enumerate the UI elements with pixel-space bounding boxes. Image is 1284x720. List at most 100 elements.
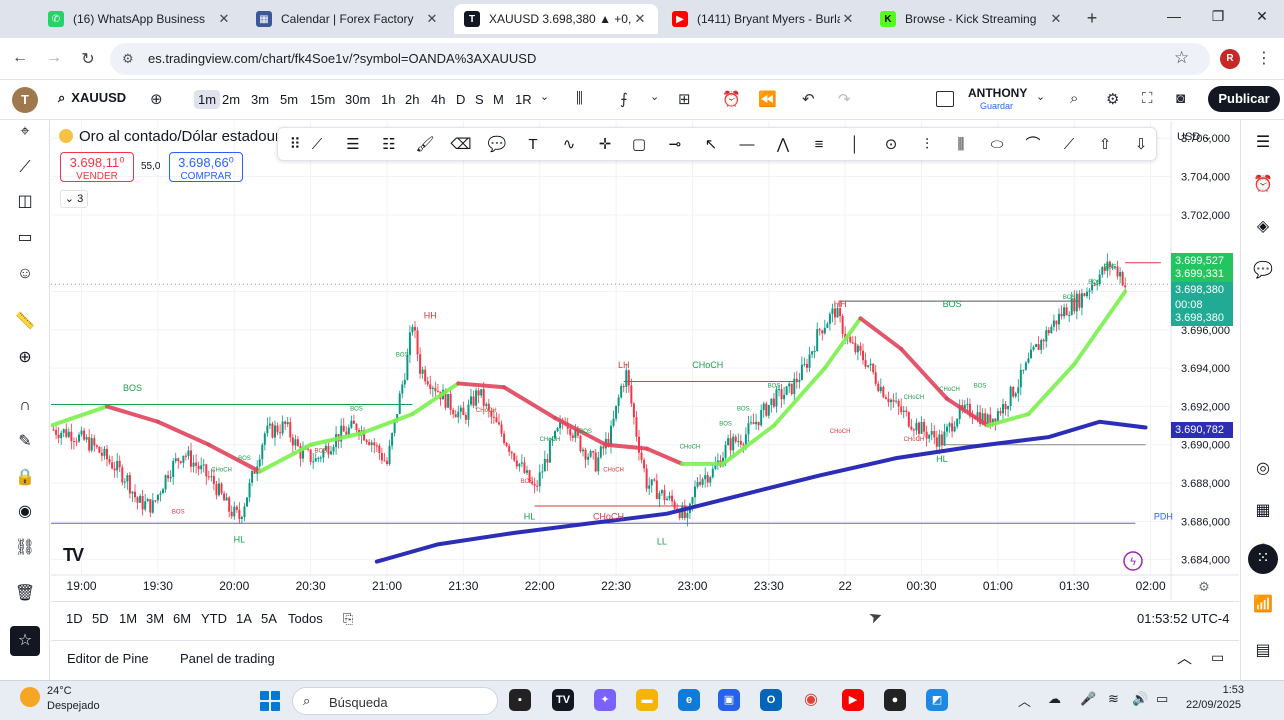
zoom-in-icon[interactable]: ⊕	[18, 349, 32, 366]
arrow-down-icon[interactable]: ⇩	[1134, 136, 1148, 153]
taskbar-time[interactable]: 1:53	[1222, 684, 1244, 696]
chrome-icon[interactable]: ◉	[800, 689, 822, 711]
file-explorer-icon[interactable]: ▬	[636, 689, 658, 711]
horizontal-line-icon[interactable]: —	[739, 136, 755, 153]
trend-line-icon[interactable]: ⟋	[19, 159, 31, 176]
timeframe-5m[interactable]: 5m	[280, 92, 299, 107]
tray-overflow-icon[interactable]: ︿	[1018, 694, 1032, 709]
chart-area[interactable]: BOS HH LH CHoCH HH BOS HL HL CHoCH LL HL PDH BOS CHoC…	[51, 121, 1239, 600]
date-range-picker-icon[interactable]: ⎘	[343, 611, 354, 626]
fib-retracement-icon[interactable]: ☰	[346, 136, 360, 153]
range-5a[interactable]: 5A	[261, 611, 277, 626]
wifi-icon[interactable]: ≋	[1108, 691, 1119, 706]
browser-menu-icon[interactable]: ⋮	[1256, 50, 1272, 67]
fib-extension-icon[interactable]: ☷	[382, 136, 396, 153]
pitchfork-icon[interactable]: ⫶	[925, 136, 929, 153]
maximize-panel-icon[interactable]: ▭	[1211, 649, 1225, 665]
redo-icon[interactable]: ↷	[838, 91, 851, 108]
brush-icon[interactable]: 🖌	[415, 136, 435, 153]
tradingview-app-icon[interactable]: TV	[552, 689, 574, 711]
volume-icon[interactable]: 🔊	[1132, 691, 1149, 706]
circle-icon[interactable]: ⊙	[884, 136, 898, 153]
watchlist-icon[interactable]: ☰	[1255, 134, 1271, 151]
forward-icon[interactable]: →	[46, 49, 62, 66]
sell-button[interactable]: 3.698,11⁰ VENDER	[60, 152, 134, 182]
callout-icon[interactable]: 💬	[487, 136, 507, 153]
chevron-up-icon[interactable]: ︿	[1177, 650, 1193, 667]
compare-symbol-icon[interactable]: ⊕	[150, 91, 163, 108]
store-icon[interactable]: ▣	[718, 689, 740, 711]
link-icon[interactable]: ⛓	[14, 539, 36, 556]
fullscreen-icon[interactable]: ⛶	[1142, 90, 1153, 107]
parallel-channel-icon[interactable]: ≡	[814, 136, 824, 153]
tab-forex-factory[interactable]: ▦ Calendar | Forex Factory ✕	[246, 4, 450, 34]
lock-drawing-icon[interactable]: ✎	[18, 433, 32, 450]
photos-icon[interactable]: ◩	[926, 689, 948, 711]
trend-line-icon[interactable]: ⟋	[311, 136, 323, 153]
pine-editor-tab[interactable]: Editor de Pine	[67, 651, 149, 666]
timeframe-2h[interactable]: 2h	[405, 92, 420, 107]
layers-icon[interactable]: ◈	[1256, 218, 1270, 235]
settings-icon[interactable]: ⚙	[1106, 91, 1120, 108]
battery-icon[interactable]: ▭	[1156, 691, 1169, 706]
tab-whatsapp[interactable]: ✆ (16) WhatsApp Business ✕	[38, 4, 242, 34]
eraser-icon[interactable]: ⌫	[450, 136, 472, 153]
microphone-icon[interactable]: 🎤	[1080, 691, 1097, 706]
url-text[interactable]: es.tradingview.com/chart/fk4Soe1v/?symbo…	[148, 51, 537, 66]
price-chart[interactable]: BOS HH LH CHoCH HH BOS HL HL CHoCH LL HL PDH BOS CHoC…	[51, 121, 1239, 600]
buy-button[interactable]: 3.698,66⁰ COMPRAR	[169, 152, 243, 182]
timeframe-30m[interactable]: 30m	[345, 92, 371, 107]
bar-style-icon[interactable]: ⫼	[576, 90, 583, 107]
reload-icon[interactable]: ↻	[81, 51, 95, 68]
tab-tradingview[interactable]: T XAUUSD 3.698,380 ▲ +0,36 ✕	[454, 4, 658, 34]
visibility-icon[interactable]: ◉	[18, 503, 32, 520]
task-view-icon[interactable]: ▪	[509, 689, 531, 711]
lock-icon[interactable]: 🔒	[15, 469, 35, 486]
symbol-search[interactable]: ⌕ XAUUSD	[58, 90, 126, 106]
text-note-icon[interactable]: ▭	[17, 229, 33, 246]
outlook-icon[interactable]: O	[760, 689, 782, 711]
close-icon[interactable]: ✕	[218, 11, 230, 26]
timeframe-M[interactable]: M	[493, 92, 504, 107]
edge-icon[interactable]: e	[678, 689, 700, 711]
magnet-icon[interactable]: ∩	[19, 397, 31, 414]
publish-button[interactable]: Publicar	[1208, 86, 1280, 112]
alert-icon[interactable]: ⏰	[722, 91, 741, 108]
pattern-icon[interactable]: ◫	[17, 193, 33, 210]
timeframe-1h[interactable]: 1h	[381, 92, 396, 107]
range-3m[interactable]: 3M	[146, 611, 165, 626]
ellipse-icon[interactable]: ⬭	[990, 136, 1004, 153]
utc-clock[interactable]: 01:53:52 UTC-4	[1137, 611, 1230, 626]
chat-icon[interactable]: 💬	[1253, 262, 1273, 279]
timeframe-4h[interactable]: 4h	[431, 92, 446, 107]
user-avatar[interactable]: T	[12, 87, 38, 113]
timeframe-1m[interactable]: 1m	[194, 90, 221, 109]
templates-icon[interactable]: ⊞	[678, 91, 691, 108]
minimize-icon[interactable]: —	[1167, 8, 1181, 24]
apps-grid-icon[interactable]: ⁙	[1248, 544, 1278, 574]
trash-icon[interactable]: 🗑	[14, 585, 36, 602]
indicators-icon[interactable]: ⨍	[620, 91, 628, 108]
obs-icon[interactable]: ●	[884, 689, 906, 711]
save-layout-label[interactable]: Guardar	[980, 101, 1014, 111]
replay-icon[interactable]: ⏪	[758, 91, 777, 108]
close-icon[interactable]: ✕	[842, 11, 854, 26]
back-icon[interactable]: ←	[12, 49, 28, 66]
profile-avatar[interactable]: R	[1220, 49, 1240, 69]
emoji-icon[interactable]: ☺	[16, 265, 34, 282]
layout-icon[interactable]	[936, 91, 954, 107]
taskbar-date[interactable]: 22/09/2025	[1186, 699, 1242, 711]
weather-description[interactable]: Despejado	[47, 700, 100, 712]
quick-search-icon[interactable]: ⌕	[1070, 90, 1079, 107]
windows-start-icon[interactable]	[260, 691, 280, 711]
chevron-down-icon[interactable]: ⌄	[1036, 91, 1046, 103]
undo-icon[interactable]: ↶	[802, 91, 815, 108]
favorites-star-icon[interactable]: ☆	[10, 626, 40, 656]
arrow-cursor-icon[interactable]: ↖	[704, 136, 718, 153]
range-ytd[interactable]: YTD	[201, 611, 227, 626]
timeframe-S[interactable]: S	[475, 92, 484, 107]
ray-icon[interactable]: ⟋	[1063, 136, 1075, 153]
timeframe-1R[interactable]: 1R	[515, 92, 532, 107]
weather-sun-icon[interactable]	[20, 687, 40, 707]
drag-handle-icon[interactable]: ⠿	[289, 136, 301, 153]
